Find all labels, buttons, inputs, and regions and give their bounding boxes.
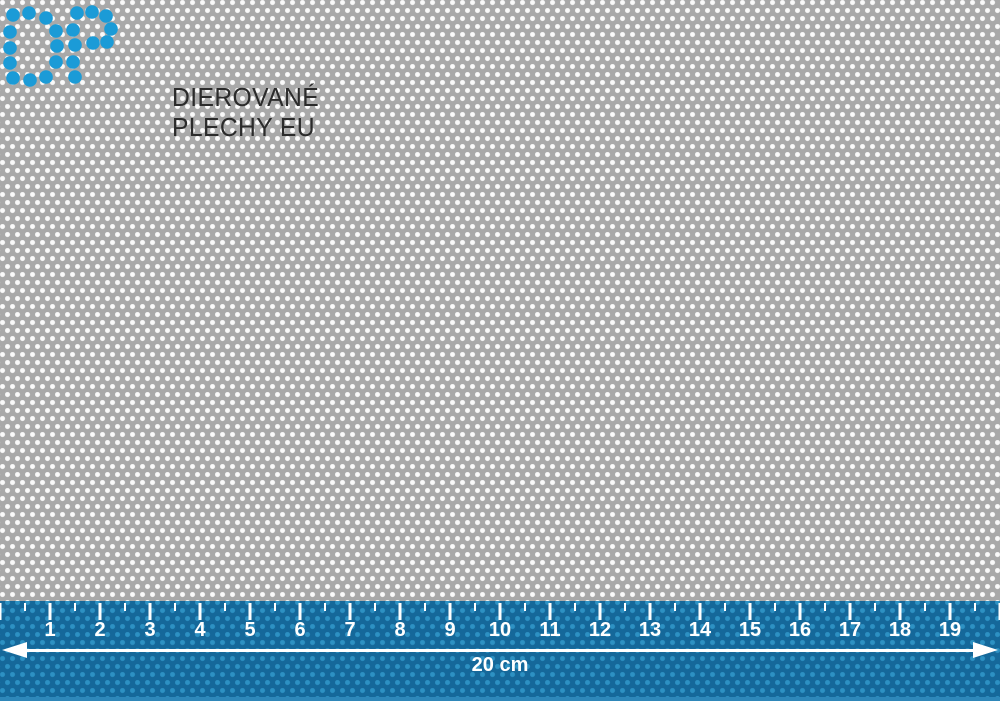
ruler-tick-short <box>74 603 76 611</box>
ruler-number: 4 <box>194 619 206 641</box>
ruler-tick-long <box>698 603 702 620</box>
logo-line1: DIEROVANÉ <box>172 82 320 112</box>
right-arrowhead-icon <box>973 642 998 658</box>
ruler-number: 17 <box>838 619 862 641</box>
ruler-number: 19 <box>938 619 962 641</box>
ruler-tick-short <box>24 603 26 611</box>
ruler-number: 5 <box>244 619 256 641</box>
ruler-tick-short <box>974 603 976 611</box>
ruler-number: 8 <box>394 619 406 641</box>
ruler-tick-long <box>998 603 1000 620</box>
logo-text: DIEROVANÉ PLECHY EU <box>172 82 319 142</box>
ruler-tick-short <box>924 603 926 611</box>
ruler-tick-short <box>724 603 726 611</box>
ruler-number: 18 <box>888 619 912 641</box>
ruler-tick-short <box>824 603 826 611</box>
ruler-tick-long <box>148 603 152 620</box>
ruler-length-label: 20 cm <box>471 654 529 676</box>
ruler-tick-long <box>898 603 902 620</box>
ruler-number: 13 <box>638 619 662 641</box>
ruler-arrow-line <box>24 649 976 652</box>
ruler-tick-long <box>498 603 502 620</box>
ruler-tick-short <box>574 603 576 611</box>
ruler-tick-long <box>848 603 852 620</box>
ruler-tick-short <box>474 603 476 611</box>
left-arrowhead-icon <box>2 642 27 658</box>
ruler-number: 12 <box>588 619 612 641</box>
ruler-number: 10 <box>488 619 512 641</box>
ruler-tick-long <box>798 603 802 620</box>
ruler-tick-long <box>648 603 652 620</box>
ruler-number: 1 <box>44 619 56 641</box>
ruler-tick-long <box>0 603 2 620</box>
ruler-number: 11 <box>539 619 561 641</box>
ruler-tick-short <box>674 603 676 611</box>
ruler-tick-long <box>548 603 552 620</box>
ruler-tick-short <box>374 603 376 611</box>
ruler-tick-long <box>348 603 352 620</box>
ruler-number: 16 <box>788 619 812 641</box>
dp-logo-mark-icon <box>3 5 118 87</box>
ruler-number: 3 <box>144 619 156 641</box>
ruler-tick-short <box>624 603 626 611</box>
perforated-sheet: DIEROVANÉ PLECHY EU <box>0 0 1000 601</box>
ruler-edge <box>0 697 1000 701</box>
ruler-tick-short <box>274 603 276 611</box>
ruler-number: 6 <box>294 619 306 641</box>
ruler-tick-short <box>224 603 226 611</box>
ruler-number: 2 <box>94 619 106 641</box>
ruler-tick-long <box>948 603 952 620</box>
ruler-tick-long <box>98 603 102 620</box>
ruler-tick-long <box>198 603 202 620</box>
ruler-tick-long <box>748 603 752 620</box>
ruler-tick-long <box>398 603 402 620</box>
ruler-number: 9 <box>444 619 456 641</box>
ruler-tick-long <box>48 603 52 620</box>
ruler-tick-long <box>248 603 252 620</box>
ruler-number: 14 <box>688 619 712 641</box>
logo-line2: PLECHY EU <box>172 112 315 142</box>
ruler-number: 15 <box>738 619 762 641</box>
ruler-tick-short <box>174 603 176 611</box>
ruler-tick-long <box>598 603 602 620</box>
ruler: 20 cm 1 2 3 4 5 6 7 8 9 10 11 12 13 14 15 16 17 18 19 <box>0 601 1000 701</box>
ruler-tick-short <box>524 603 526 611</box>
ruler-tick-short <box>874 603 876 611</box>
ruler-tick-short <box>424 603 426 611</box>
ruler-tick-long <box>448 603 452 620</box>
ruler-tick-short <box>324 603 326 611</box>
ruler-tick-long <box>298 603 302 620</box>
ruler-tick-short <box>124 603 126 611</box>
ruler-number: 7 <box>344 619 356 641</box>
ruler-tick-short <box>774 603 776 611</box>
